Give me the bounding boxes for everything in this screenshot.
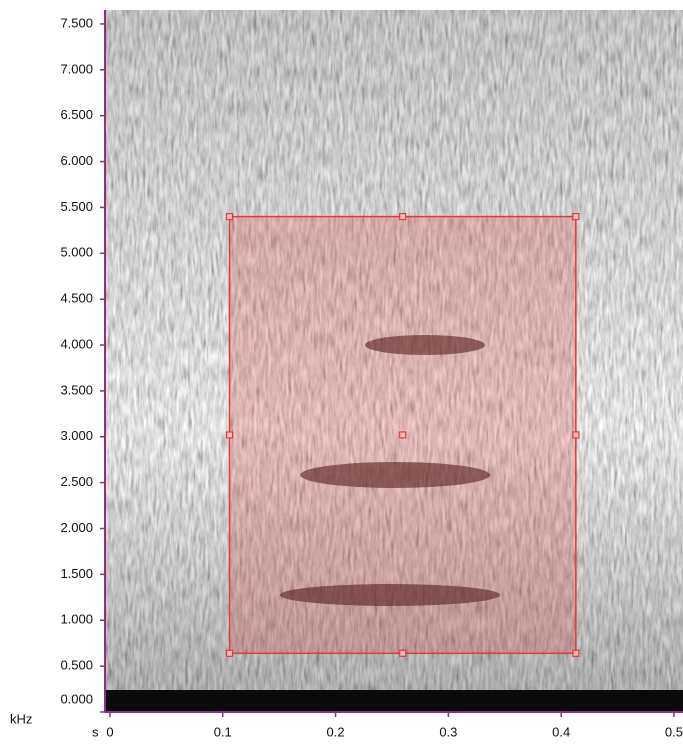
selection-handle[interactable] [399,649,407,657]
x-tick-label: 0.3 [439,724,457,739]
y-tick-label: 5.500 [60,199,93,214]
x-tick-label: 0.2 [327,724,345,739]
y-tick-label: 6.500 [60,107,93,122]
y-tick-label: 2.500 [60,474,93,489]
y-tick-label: 4.500 [60,291,93,306]
selection-handle[interactable] [225,431,234,439]
y-tick-label: 5.000 [60,245,93,260]
y-tick-label: 3.000 [60,428,93,443]
x-tick-label: 0 [106,724,113,739]
y-tick-label: 1.500 [60,566,93,581]
y-axis-unit: kHz [10,711,32,726]
y-tick-label: 3.500 [60,382,93,397]
y-tick-label: 0.500 [60,658,93,673]
selection-handle[interactable] [399,431,407,439]
y-tick-label: 0.000 [60,691,93,706]
selection-handle[interactable] [572,213,580,221]
x-axis-unit: s [92,724,99,739]
y-tick-label: 7.500 [60,15,93,30]
selection-handle[interactable] [225,649,234,657]
selection-handle[interactable] [399,213,407,221]
selection-handle[interactable] [572,431,580,439]
y-tick-label: 7.000 [60,61,93,76]
selection-handle[interactable] [225,213,234,221]
y-tick-label: 2.000 [60,520,93,535]
y-tick-label: 1.000 [60,612,93,627]
x-tick-label: 0.4 [552,724,570,739]
x-tick-label: 0.1 [214,724,232,739]
y-tick-label: 6.000 [60,153,93,168]
selection-handle[interactable] [572,649,580,657]
x-tick-label: 0.5 [665,724,683,739]
y-tick-label: 4.000 [60,336,93,351]
spectrogram-image [105,10,683,712]
